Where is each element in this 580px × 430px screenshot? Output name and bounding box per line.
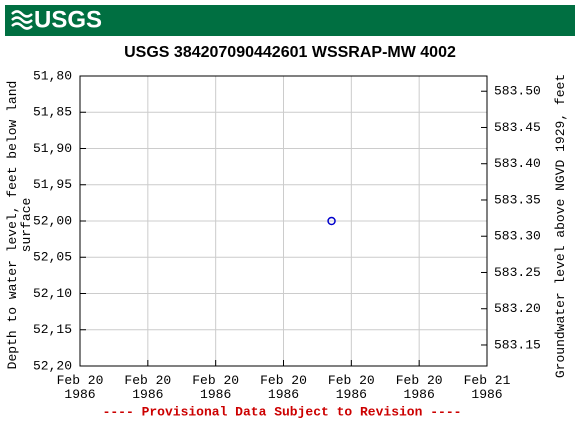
- y2-tick-label: 583.30: [494, 229, 541, 244]
- y2-tick-label: 583.15: [494, 337, 541, 352]
- data-point: [327, 216, 336, 226]
- y2-tick-label: 583.35: [494, 192, 541, 207]
- x-tick-label: Feb 20 1986: [124, 373, 172, 402]
- annotation: ---- Provisional Data Subject to Revisio…: [103, 404, 462, 419]
- x-tick-label: Feb 20 1986: [260, 373, 307, 402]
- y2-tick-label: 583.40: [494, 156, 541, 171]
- x-tick-label: Feb 20 1986: [192, 373, 240, 402]
- y2-axis-label: Groundwater level above NGVD 1929, feet: [553, 73, 568, 379]
- y2-tick-label: 583.20: [494, 301, 541, 316]
- y-tick-label: 51,95: [33, 177, 72, 192]
- logo: USGS: [34, 6, 102, 33]
- logo-icon: [11, 10, 33, 30]
- y-tick-label: 51,80: [33, 68, 72, 83]
- header-bar: [5, 5, 575, 36]
- x-tick-label: Feb 20 1986: [395, 373, 443, 402]
- y-tick-label: 52,00: [33, 213, 72, 228]
- y-tick-label: 51,85: [33, 105, 72, 120]
- y2-tick-label: 583.25: [494, 265, 541, 280]
- y-tick-label: 52,10: [33, 286, 72, 301]
- x-tick-label: Feb 20 1986: [56, 373, 104, 402]
- y-tick-label: 51,90: [33, 141, 72, 156]
- y-axis-label: Depth to water level, feet below land su…: [5, 80, 34, 370]
- chart-title: USGS 384207090442601 WSSRAP-MW 4002: [124, 44, 456, 61]
- y-tick-label: 52,20: [33, 358, 72, 373]
- y-tick-label: 52,15: [33, 322, 72, 337]
- y2-tick-label: 583.45: [494, 120, 541, 135]
- plot-frame: [79, 75, 488, 367]
- y2-tick-label: 583.50: [494, 84, 541, 99]
- x-tick-label: Feb 21 1986: [463, 373, 511, 402]
- y-tick-label: 52,05: [33, 250, 72, 265]
- x-tick-label: Feb 20 1986: [327, 373, 375, 402]
